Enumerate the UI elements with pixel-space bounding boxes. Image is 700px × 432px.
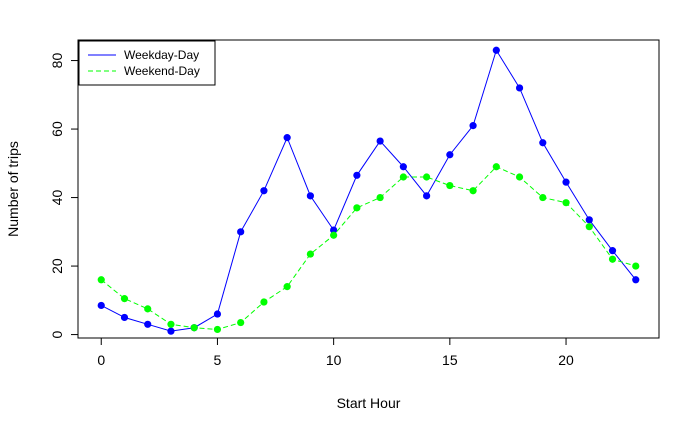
data-point [167,327,175,335]
series-weekend-day [97,163,640,334]
x-tick-label: 15 [442,352,458,368]
data-point [120,295,129,303]
data-point [213,325,222,334]
data-point [399,163,407,171]
data-point [632,262,640,270]
series-weekday-day [97,46,640,335]
x-tick-label: 0 [97,352,105,368]
data-point [237,228,245,236]
x-axis-label: Start Hour [337,395,401,411]
data-point [562,199,570,207]
data-point [306,192,314,200]
series-line-weekend-day [100,166,636,330]
data-point [376,193,384,202]
y-axis-label: Number of trips [5,141,21,237]
x-tick-label: 10 [326,352,342,368]
data-point [539,193,547,202]
x-axis: 0 5 10 15 20 [97,337,574,368]
data-point [330,231,338,239]
data-point [237,318,245,327]
data-point [353,171,361,179]
data-point [446,181,454,190]
series-line-weekday-day [101,49,637,332]
x-tick-label: 5 [214,352,222,368]
y-tick-label: 40 [49,190,65,206]
data-point [492,163,500,171]
data-point [330,226,338,234]
series-layer [97,46,640,335]
data-point [97,301,105,310]
data-point [283,283,291,291]
data-point [469,122,477,130]
data-point [376,137,384,145]
y-axis: 0 20 40 60 80 [49,53,79,338]
data-point [213,310,222,318]
data-point [306,250,314,258]
legend-label: Weekend-Day [124,64,200,78]
data-point [515,84,524,92]
y-tick-label: 20 [49,258,65,274]
data-point [608,255,617,263]
data-point [539,139,547,147]
data-point [562,178,570,186]
data-point [283,134,291,142]
legend-label: Weekday-Day [124,48,199,62]
data-point [167,320,175,328]
y-tick-label: 0 [49,330,65,338]
x-tick-label: 20 [558,352,574,368]
data-point [423,192,431,200]
data-point [585,216,593,224]
data-point [97,276,105,284]
data-point [469,187,477,195]
data-point [353,204,361,212]
data-point [120,313,129,322]
data-point [446,151,454,159]
data-point [492,46,500,54]
data-point [399,173,407,181]
data-point [144,305,152,313]
y-tick-label: 60 [49,121,65,137]
y-tick-label: 80 [49,53,65,69]
legend: Weekday-Day Weekend-Day [78,40,216,86]
data-point [585,223,593,231]
legend-box [78,40,216,86]
data-point [632,276,640,284]
data-point [190,324,198,332]
data-point [260,187,268,195]
data-point [423,173,431,181]
data-point [515,173,524,181]
data-point [260,298,268,306]
data-point [144,320,152,328]
data-point [608,247,617,255]
